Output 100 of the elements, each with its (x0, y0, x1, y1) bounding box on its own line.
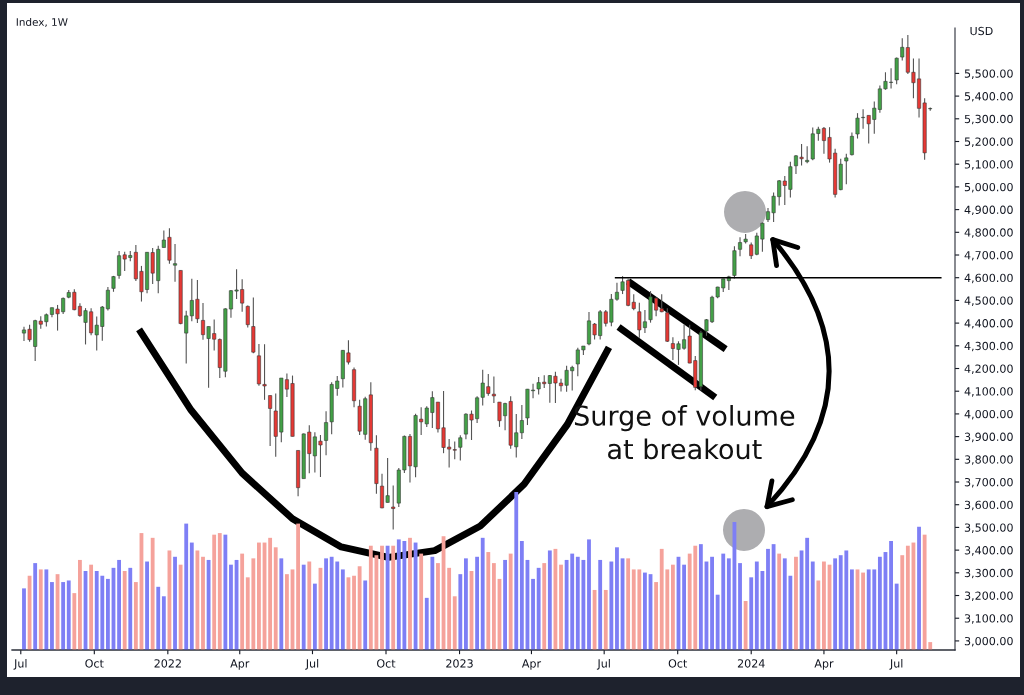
bar (122, 571, 127, 650)
x-tick-label: Apr (230, 659, 250, 670)
y-tick-label: 4,500.00 (964, 296, 1013, 306)
bar (436, 563, 440, 650)
bar (145, 561, 149, 650)
bar (173, 556, 177, 650)
y-tick-label: 3,600.00 (964, 500, 1013, 511)
bar (559, 564, 563, 650)
bar (480, 537, 485, 650)
bar (352, 575, 356, 650)
bar (161, 596, 166, 650)
bar (38, 569, 43, 650)
bar (201, 556, 205, 650)
bar (363, 580, 368, 650)
y-tick-label: 4,700.00 (964, 250, 1013, 261)
bar (33, 563, 38, 650)
candlestick (458, 434, 463, 462)
bar (917, 526, 921, 650)
annotation: Surge of volume at breakout (574, 404, 795, 460)
y-tick-label: 3,800.00 (964, 455, 1013, 465)
bar (212, 534, 217, 650)
bar (603, 589, 608, 650)
bar (877, 556, 882, 650)
y-tick-label: 3,100.00 (964, 614, 1013, 624)
candlestick (173, 243, 177, 283)
bar (273, 547, 278, 650)
bar (643, 572, 647, 650)
bar (491, 563, 496, 650)
x-tick-label: Jul (889, 659, 903, 670)
y-tick-label: 3,500.00 (964, 523, 1013, 533)
y-tick-label: 3,400.00 (964, 546, 1013, 556)
bar (458, 574, 463, 650)
bar (777, 553, 782, 650)
y-tick-label: 4,200.00 (964, 364, 1013, 375)
bar (447, 567, 452, 650)
bar (508, 553, 513, 650)
x-tick-label: 2023 (446, 659, 473, 668)
candlestick (894, 56, 899, 85)
y-tick-label: 4,800.00 (964, 228, 1013, 238)
candlestick (245, 304, 250, 328)
y-tick-label: 4,600.00 (964, 273, 1013, 284)
bar (503, 559, 507, 650)
y-tick-label: 5,500.00 (964, 69, 1013, 79)
bar (615, 547, 619, 650)
bar (189, 542, 194, 650)
y-tick-label: 5,300.00 (964, 114, 1013, 125)
bar (357, 566, 362, 650)
candlestick (844, 153, 849, 185)
bar (816, 580, 821, 650)
y-tick-label: 4,000.00 (964, 409, 1013, 420)
bar (682, 564, 687, 650)
y-tick-label: 3,000.00 (964, 636, 1013, 647)
bar (905, 545, 910, 650)
bar (531, 578, 535, 650)
bar (184, 523, 189, 650)
x-tick-label: 2024 (737, 659, 765, 668)
bar (312, 583, 317, 650)
bar (726, 558, 731, 650)
bar (380, 545, 384, 650)
bar (61, 582, 66, 650)
bar (749, 577, 754, 650)
bar (133, 582, 138, 650)
bar (889, 540, 893, 650)
x-tick-label: Jul (596, 659, 610, 670)
bar (536, 567, 541, 650)
bar (519, 540, 524, 650)
bar (408, 537, 412, 650)
bar (284, 574, 289, 650)
bar (547, 550, 552, 650)
bar (766, 548, 770, 650)
bar (514, 492, 519, 650)
bar (206, 559, 211, 650)
y-tick-label: 3,200.00 (964, 591, 1013, 602)
x-tick-label: Oct (85, 659, 104, 668)
bar (223, 534, 228, 650)
bar (805, 537, 810, 650)
chart-title: Index, 1W (16, 17, 68, 28)
y-axis-title: USD (970, 26, 993, 36)
bar (592, 589, 597, 650)
x-tick-label: Oct (377, 659, 396, 668)
bar (307, 561, 312, 650)
bar (542, 563, 547, 650)
bar (128, 567, 133, 650)
bar (279, 558, 284, 650)
bar (89, 564, 94, 650)
bar (670, 564, 675, 650)
bar (391, 545, 396, 650)
bar (72, 593, 77, 650)
bar (78, 559, 82, 650)
bar (105, 578, 110, 650)
bar (22, 588, 26, 650)
x-tick-label: Jul (305, 659, 319, 670)
bar (385, 545, 390, 650)
y-tick-label: 3,900.00 (964, 432, 1013, 443)
bar (340, 569, 345, 650)
bar (195, 550, 200, 650)
bar (900, 555, 905, 650)
bar (810, 561, 815, 650)
bar (598, 559, 603, 650)
bar (44, 569, 49, 650)
